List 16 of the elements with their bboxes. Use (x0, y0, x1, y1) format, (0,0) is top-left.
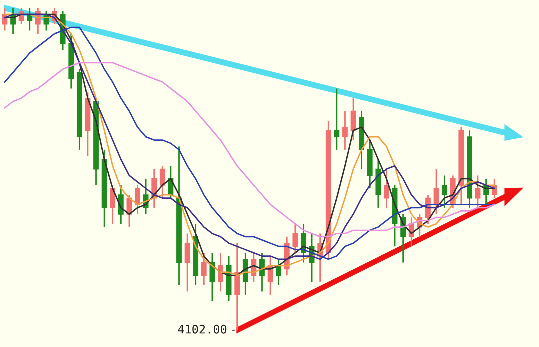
candlestick (384, 168, 390, 209)
candlestick (276, 258, 282, 286)
candlestick (160, 165, 166, 199)
candlestick (210, 252, 216, 302)
candlestick (218, 252, 224, 292)
candlestick (201, 252, 207, 286)
candlestick (118, 184, 124, 225)
candlestick (292, 223, 298, 254)
annotation: 4102.00 (178, 324, 227, 334)
candlestick (342, 110, 348, 151)
candlestick (334, 88, 340, 151)
candlestick (442, 175, 448, 209)
candlestick (110, 184, 116, 225)
candlestick (475, 175, 481, 209)
candlestick (135, 184, 140, 216)
candlestick (184, 233, 190, 292)
